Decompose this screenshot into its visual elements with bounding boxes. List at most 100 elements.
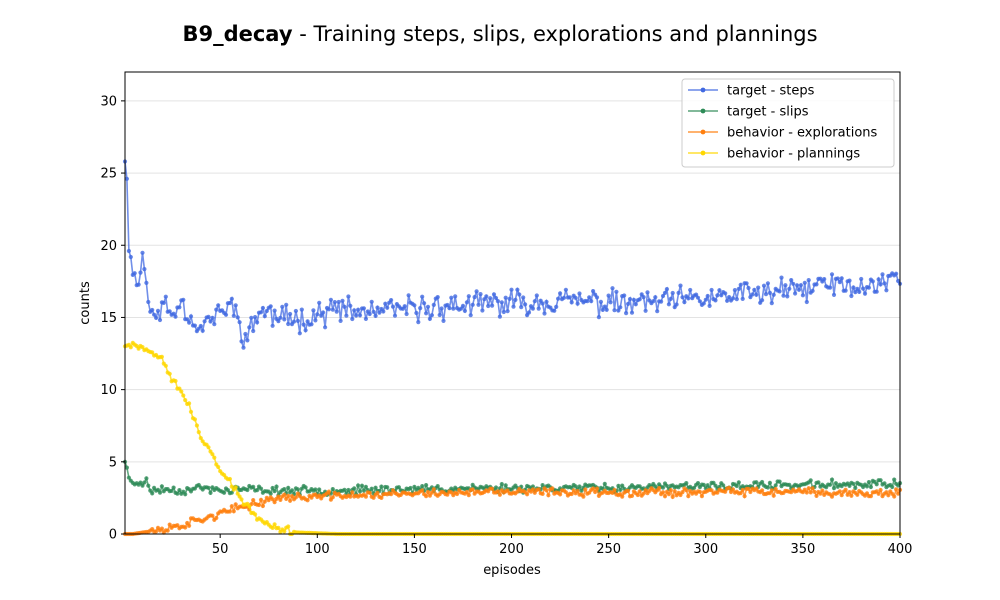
data-point — [245, 487, 250, 493]
data-point — [804, 490, 809, 495]
data-point — [754, 486, 759, 491]
data-point — [140, 483, 145, 488]
x-tick-label: 50 — [212, 542, 229, 557]
data-point — [874, 482, 879, 487]
data-point — [600, 307, 605, 312]
data-point — [216, 303, 221, 308]
data-point — [491, 292, 497, 297]
data-point — [878, 487, 883, 493]
data-point — [212, 322, 217, 327]
data-point — [346, 294, 351, 299]
data-point — [829, 494, 835, 499]
data-point — [264, 308, 269, 314]
data-point — [163, 294, 168, 299]
data-point — [200, 328, 205, 333]
data-point — [163, 363, 168, 368]
data-point — [517, 292, 522, 297]
data-point — [447, 306, 452, 311]
data-point — [684, 488, 689, 493]
legend-swatch-marker — [700, 129, 706, 135]
data-point — [128, 345, 133, 350]
data-point — [420, 294, 425, 299]
data-point — [451, 306, 456, 311]
data-point — [641, 491, 646, 496]
data-point — [540, 301, 545, 306]
data-point — [371, 495, 376, 500]
data-point — [142, 267, 147, 272]
data-point — [208, 319, 213, 324]
data-point — [859, 276, 864, 282]
data-point — [497, 314, 502, 319]
data-point — [276, 525, 281, 531]
data-point — [550, 486, 555, 491]
data-point — [229, 296, 234, 301]
data-point — [730, 487, 736, 492]
data-point — [233, 303, 238, 308]
data-point — [754, 480, 759, 485]
data-point — [150, 491, 155, 496]
data-point — [583, 487, 588, 492]
data-point — [251, 328, 256, 334]
data-point — [404, 311, 409, 317]
data-point — [136, 282, 141, 287]
data-point — [626, 301, 631, 306]
data-point — [282, 492, 287, 497]
data-point — [159, 526, 164, 531]
data-point — [268, 491, 273, 496]
data-point — [880, 272, 885, 277]
data-point — [526, 310, 532, 315]
data-point — [771, 292, 776, 297]
data-point — [591, 289, 596, 294]
data-point — [493, 295, 499, 301]
data-point — [884, 490, 889, 495]
data-point — [194, 423, 199, 428]
data-point — [573, 295, 578, 300]
data-point — [606, 293, 611, 298]
data-point — [542, 311, 547, 316]
data-point — [612, 487, 617, 493]
data-point — [375, 490, 380, 495]
data-point — [695, 295, 701, 300]
data-point — [740, 487, 745, 492]
data-point — [317, 300, 322, 305]
data-point — [276, 319, 281, 324]
data-point — [536, 306, 541, 311]
data-point — [602, 481, 607, 486]
data-point — [862, 291, 868, 296]
data-point — [878, 282, 883, 287]
data-point — [474, 289, 479, 294]
data-point — [575, 489, 580, 494]
data-point — [363, 494, 368, 499]
data-point — [501, 309, 506, 315]
data-point — [820, 488, 825, 493]
data-point — [420, 484, 425, 489]
data-point — [132, 271, 137, 276]
data-point — [159, 484, 164, 489]
data-point — [831, 292, 837, 297]
data-point — [140, 345, 145, 350]
data-point — [697, 489, 703, 494]
data-point — [602, 304, 607, 309]
data-point — [293, 495, 298, 500]
data-point — [884, 288, 889, 293]
data-point — [635, 492, 640, 498]
data-point — [593, 489, 598, 495]
data-point — [816, 480, 821, 485]
data-point — [284, 496, 289, 501]
data-point — [262, 314, 267, 319]
data-point — [810, 288, 815, 293]
data-point — [694, 292, 699, 297]
data-point — [507, 296, 512, 301]
data-point — [641, 295, 646, 300]
data-point — [532, 299, 537, 304]
data-point — [206, 445, 211, 450]
data-point — [406, 293, 411, 298]
data-point — [787, 482, 792, 487]
x-tick-label: 300 — [693, 542, 718, 557]
data-point — [379, 495, 384, 500]
data-point — [746, 285, 751, 291]
data-point — [882, 281, 887, 286]
data-point — [618, 487, 623, 492]
data-point — [424, 311, 429, 316]
data-point — [144, 476, 149, 481]
